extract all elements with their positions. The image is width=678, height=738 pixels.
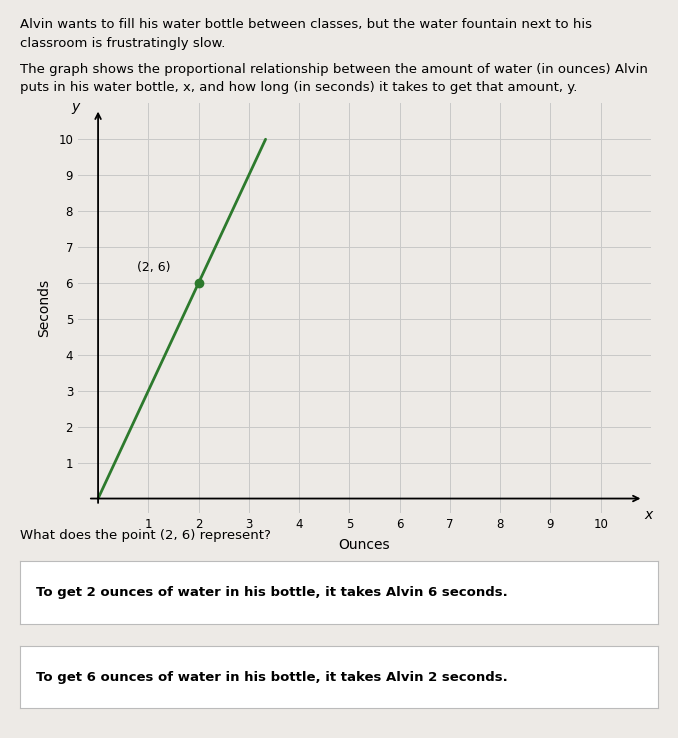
Text: puts in his water bottle, x, and how long (in seconds) it takes to get that amou: puts in his water bottle, x, and how lon…	[20, 81, 578, 94]
Text: (2, 6): (2, 6)	[138, 261, 171, 274]
Text: y: y	[71, 100, 79, 114]
Text: x: x	[644, 508, 652, 522]
Text: classroom is frustratingly slow.: classroom is frustratingly slow.	[20, 37, 226, 50]
X-axis label: Ounces: Ounces	[338, 538, 391, 552]
Y-axis label: Seconds: Seconds	[37, 279, 52, 337]
Text: What does the point (2, 6) represent?: What does the point (2, 6) represent?	[20, 529, 271, 542]
Text: To get 6 ounces of water in his bottle, it takes Alvin 2 seconds.: To get 6 ounces of water in his bottle, …	[36, 671, 508, 683]
Text: To get 2 ounces of water in his bottle, it takes Alvin 6 seconds.: To get 2 ounces of water in his bottle, …	[36, 586, 508, 599]
Text: Alvin wants to fill his water bottle between classes, but the water fountain nex: Alvin wants to fill his water bottle bet…	[20, 18, 593, 32]
Text: The graph shows the proportional relationship between the amount of water (in ou: The graph shows the proportional relatio…	[20, 63, 648, 76]
